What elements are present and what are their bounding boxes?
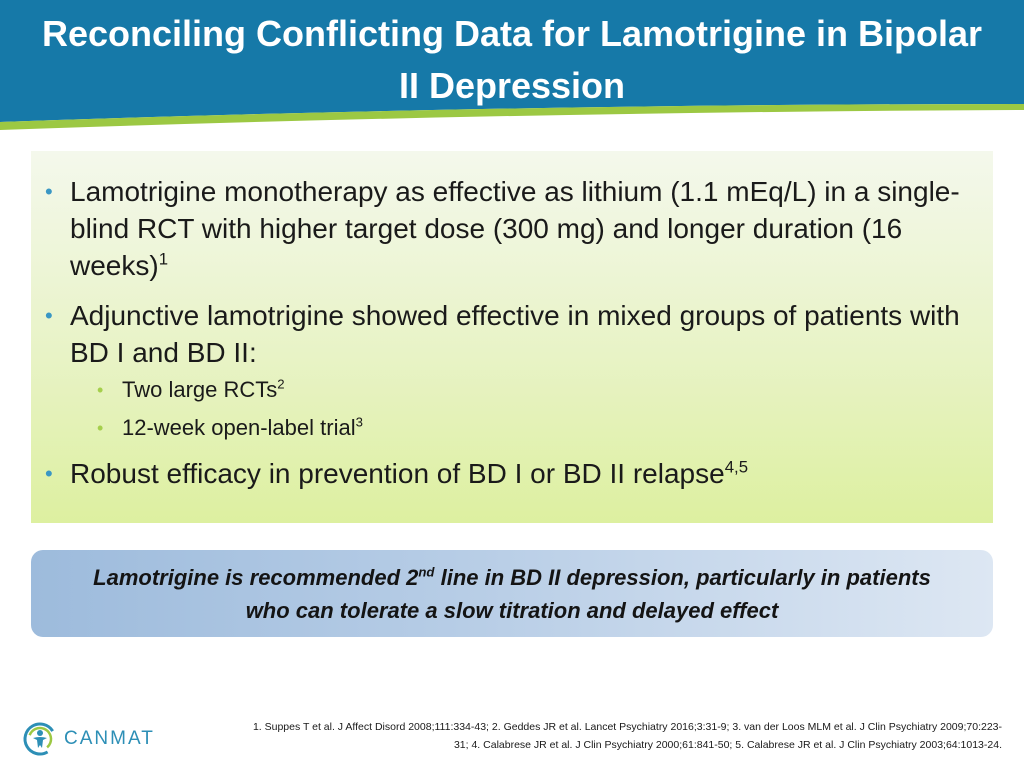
bullet-text: Lamotrigine monotherapy as effective as … (70, 176, 960, 281)
header-background (0, 0, 1024, 130)
subbullet-dot-icon: • (97, 418, 104, 438)
header-band: Reconciling Conflicting Data for Lamotri… (0, 0, 1024, 130)
references: 1. Suppes T et al. J Affect Disord 2008;… (252, 721, 1002, 751)
bullet-item: • Robust efficacy in prevention of BD I … (31, 455, 993, 492)
bullet-list: • Lamotrigine monotherapy as effective a… (31, 173, 993, 505)
bullet-reference: 1 (158, 249, 169, 269)
content-panel: • Lamotrigine monotherapy as effective a… (31, 151, 993, 523)
logo-text: CANMAT (64, 728, 155, 749)
recommendation-text-start: Lamotrigine is recommended 2 (93, 564, 419, 590)
subbullet-dot-icon: • (97, 380, 104, 400)
canmat-logo: CANMAT (22, 720, 155, 758)
canmat-logo-icon (23, 722, 57, 756)
subbullet-text: Two large RCTs (122, 377, 278, 402)
slide-title: Reconciling Conflicting Data for Lamotri… (41, 13, 983, 106)
bullet-text: Robust efficacy in prevention of BD I or… (70, 458, 725, 489)
subbullet-list: • Two large RCTs2 • 12-week open-label t… (70, 376, 973, 442)
bullet-text: Adjunctive lamotrigine showed effective … (70, 300, 960, 368)
subbullet-item: • Two large RCTs2 (70, 376, 973, 404)
recommendation-text-end: line in BD II depression, particularly i… (245, 564, 931, 623)
bullet-item: • Lamotrigine monotherapy as effective a… (31, 173, 993, 284)
bullet-dot-icon: • (45, 179, 53, 204)
bullet-item: • Adjunctive lamotrigine showed effectiv… (31, 297, 993, 442)
recommendation-box: Lamotrigine is recommended 2nd line in B… (31, 550, 993, 637)
subbullet-item: • 12-week open-label trial3 (70, 414, 973, 442)
bullet-reference: 4,5 (724, 457, 749, 477)
recommendation-text: Lamotrigine is recommended 2nd line in B… (91, 561, 933, 627)
bullet-dot-icon: • (45, 461, 53, 486)
recommendation-ordinal: nd (418, 564, 435, 580)
subbullet-text: 12-week open-label trial (122, 415, 356, 440)
subbullet-reference: 3 (355, 414, 363, 430)
subbullet-reference: 2 (277, 376, 285, 392)
bullet-dot-icon: • (45, 303, 53, 328)
